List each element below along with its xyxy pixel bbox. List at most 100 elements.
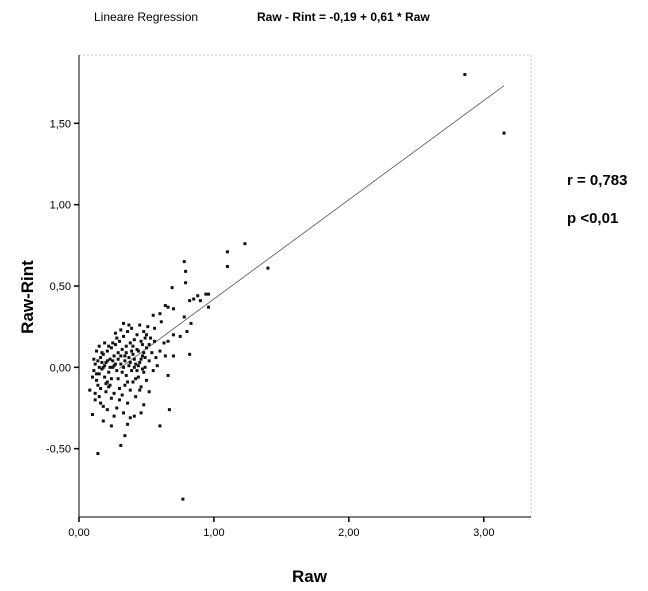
x-axis-ticks: 0,00 1,00 2,00 3,00 — [68, 517, 494, 539]
data-point — [112, 354, 116, 358]
data-point — [130, 326, 134, 330]
data-point — [132, 357, 136, 361]
data-point — [105, 359, 109, 363]
data-point — [104, 390, 108, 394]
data-point — [100, 351, 104, 355]
data-point — [138, 388, 142, 392]
data-point — [144, 378, 148, 382]
data-point — [135, 369, 139, 373]
data-point — [116, 351, 120, 355]
data-point — [143, 336, 147, 340]
data-point — [225, 250, 229, 254]
data-point — [153, 339, 157, 343]
correlation-r: r = 0,783 — [567, 172, 628, 189]
data-point — [116, 357, 120, 361]
data-point — [243, 242, 247, 246]
data-point — [162, 341, 166, 345]
data-point — [128, 341, 132, 345]
data-point — [147, 343, 151, 347]
data-point — [124, 373, 128, 377]
data-point — [140, 343, 144, 347]
data-point — [207, 305, 211, 309]
data-point — [97, 372, 101, 376]
data-point — [155, 364, 159, 368]
data-point — [142, 370, 146, 374]
data-point — [139, 357, 143, 361]
data-point — [93, 391, 97, 395]
data-point — [128, 388, 132, 392]
data-point — [131, 352, 135, 356]
data-point — [132, 414, 136, 418]
data-point — [188, 299, 192, 303]
scatter-points — [88, 73, 506, 501]
data-point — [101, 365, 105, 369]
data-point — [163, 304, 167, 308]
data-point — [131, 344, 135, 348]
data-point — [502, 131, 506, 135]
data-point — [119, 362, 123, 366]
data-point — [120, 370, 124, 374]
data-point — [182, 315, 186, 319]
data-point — [119, 354, 123, 358]
data-point — [95, 372, 99, 376]
data-point — [131, 380, 135, 384]
data-point — [101, 404, 105, 408]
x-axis-label: Raw — [292, 567, 327, 586]
data-point — [143, 365, 147, 369]
data-point — [108, 383, 112, 387]
data-point — [182, 260, 186, 264]
data-point — [128, 416, 132, 420]
data-point — [147, 390, 151, 394]
data-point — [123, 434, 127, 438]
data-point — [112, 364, 116, 368]
y-tick-label: 1,00 — [50, 200, 71, 212]
data-point — [142, 403, 146, 407]
data-point — [112, 414, 116, 418]
data-point — [116, 377, 120, 381]
data-point — [185, 330, 189, 334]
data-point — [166, 339, 170, 343]
data-point — [225, 264, 229, 268]
data-point — [126, 380, 130, 384]
data-point — [103, 375, 107, 379]
data-point — [122, 321, 126, 325]
data-point — [198, 299, 202, 303]
plot-area-frame — [78, 54, 532, 518]
data-point — [92, 369, 96, 373]
data-point — [166, 305, 170, 309]
data-point — [266, 266, 270, 270]
data-point — [142, 330, 146, 334]
data-point — [136, 375, 140, 379]
data-point — [154, 356, 158, 360]
data-point — [96, 359, 100, 363]
data-point — [159, 320, 163, 324]
data-point — [108, 357, 112, 361]
data-point — [113, 343, 117, 347]
data-point — [109, 424, 113, 428]
data-point — [111, 341, 115, 345]
data-point — [135, 333, 139, 337]
data-point — [123, 383, 127, 387]
data-point — [132, 338, 136, 342]
data-point — [109, 377, 113, 381]
data-point — [99, 356, 103, 360]
data-point — [104, 360, 108, 364]
data-point — [97, 395, 101, 399]
data-point — [158, 312, 162, 316]
y-axis-ticks: -0,50 0,00 0,50 1,00 1,50 — [46, 118, 79, 456]
data-point — [103, 364, 107, 368]
regression-line — [119, 85, 505, 369]
data-point — [90, 375, 94, 379]
data-point — [117, 398, 121, 402]
data-point — [181, 497, 185, 501]
data-point — [113, 362, 117, 366]
p-value: p <0,01 — [567, 210, 619, 227]
data-point — [167, 408, 171, 412]
data-point — [138, 360, 142, 364]
data-point — [134, 395, 138, 399]
data-point — [178, 334, 182, 338]
data-point — [107, 385, 111, 389]
data-point — [189, 321, 193, 325]
data-point — [204, 292, 208, 296]
